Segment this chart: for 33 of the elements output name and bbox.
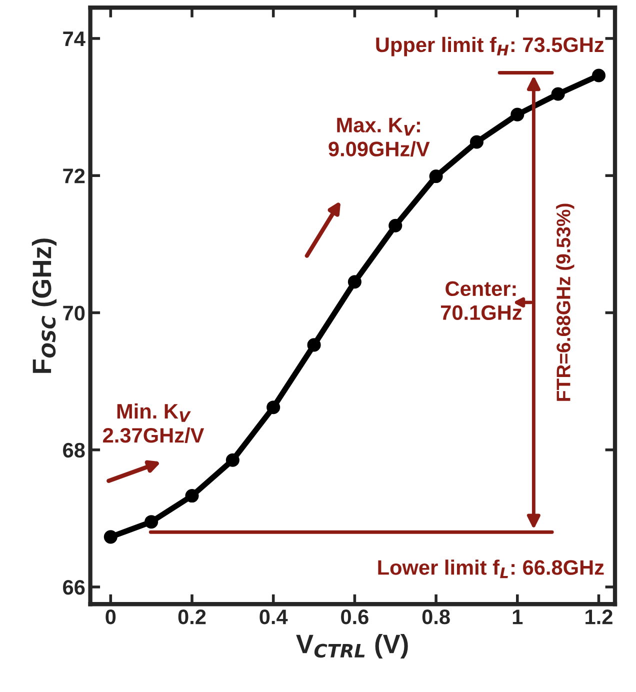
ref-line-label: Lower limit f$_{L}$: 66.8GHz (378, 560, 604, 578)
point (144, 515, 158, 529)
x-tick-label: 0.2 (178, 610, 206, 624)
point (470, 135, 484, 149)
point (226, 453, 240, 467)
y-tick-label: 68 (63, 442, 85, 458)
point (307, 338, 321, 352)
point (429, 170, 443, 184)
annotation: Min. K$_{V}$ 2.37GHz/V (103, 403, 204, 443)
annotation: Center: 70.1GHz (441, 281, 522, 320)
y-tick-label: 70 (63, 306, 85, 320)
ref-line-label: Upper limit f$_{H}$: 73.5GHz (376, 36, 604, 56)
y-tick-label: 72 (63, 168, 85, 184)
x-tick-label: 1.2 (586, 610, 612, 624)
annotation: FTR=6.68GHz (9.53%) (556, 204, 574, 401)
x-tick-label: 0.8 (422, 610, 450, 624)
point (510, 108, 524, 122)
point (388, 218, 402, 232)
x-tick-label: 0 (106, 610, 116, 624)
point (551, 87, 565, 101)
y-axis-title: F$_{OSC}$ (GHz) (32, 238, 57, 373)
annotation: Max. K$_{V}$: 9.09GHz/V (328, 118, 430, 157)
point (185, 489, 199, 503)
point (266, 400, 280, 414)
point (592, 68, 606, 82)
x-tick-label: 0.6 (341, 610, 368, 624)
x-axis-title: V$_{CTRL}$ (V) (296, 634, 408, 659)
y-tick-label: 74 (63, 32, 86, 46)
y-tick-label: 66 (63, 580, 85, 595)
x-tick-label: 0.4 (260, 610, 288, 624)
point (104, 530, 118, 544)
point (348, 275, 362, 289)
x-tick-label: 1 (512, 610, 523, 624)
